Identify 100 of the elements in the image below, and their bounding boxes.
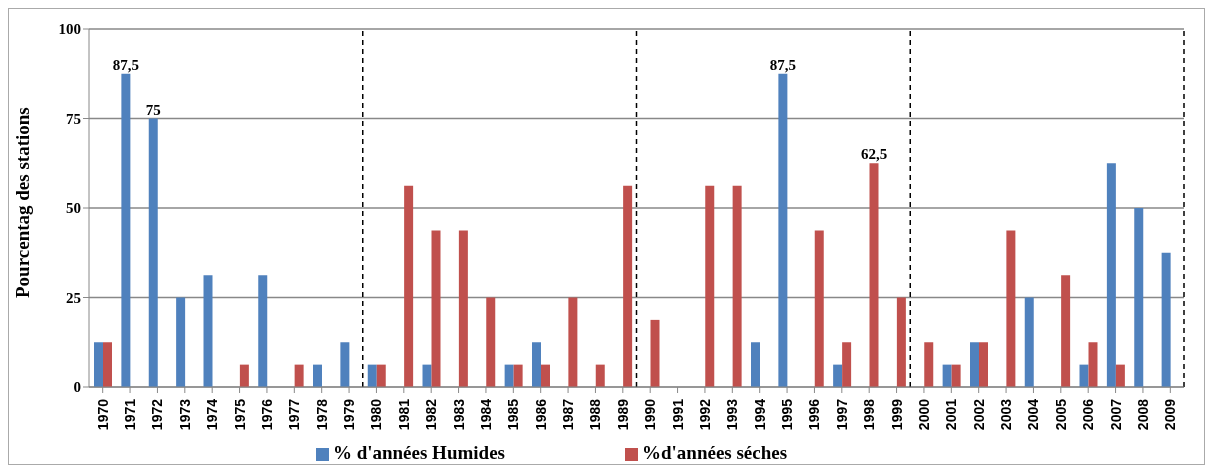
data-label: 87,5 bbox=[769, 56, 796, 73]
y-tick-label: 50 bbox=[66, 200, 81, 217]
x-tick-label: 1991 bbox=[669, 398, 686, 431]
x-tick-label: 1989 bbox=[614, 398, 631, 431]
bar bbox=[623, 185, 633, 387]
x-tick-label: 1983 bbox=[450, 398, 467, 431]
x-tick-label: 1975 bbox=[231, 398, 248, 431]
x-tick-label: 2002 bbox=[970, 398, 987, 431]
legend-label: % d'années Humides bbox=[332, 442, 505, 463]
bar bbox=[176, 297, 186, 387]
bar bbox=[458, 230, 468, 387]
x-tick-label: 2008 bbox=[1134, 398, 1151, 431]
bar bbox=[1115, 364, 1125, 387]
x-tick-label: 1990 bbox=[642, 398, 659, 431]
bar bbox=[1161, 252, 1171, 387]
bar bbox=[705, 185, 715, 387]
x-tick-label: 2007 bbox=[1107, 398, 1124, 431]
bar bbox=[751, 342, 760, 387]
bar bbox=[1088, 342, 1098, 387]
bar bbox=[294, 364, 304, 387]
bar bbox=[1106, 163, 1116, 387]
bar bbox=[203, 275, 213, 387]
bar bbox=[486, 297, 496, 387]
bar bbox=[979, 342, 988, 387]
x-tick-label: 1994 bbox=[751, 398, 768, 431]
bar bbox=[814, 230, 824, 387]
x-tick-label: 1970 bbox=[94, 398, 111, 431]
bar bbox=[778, 73, 788, 387]
y-tick-label: 0 bbox=[73, 379, 81, 396]
bar bbox=[367, 364, 377, 387]
x-tick-label: 1988 bbox=[587, 398, 604, 431]
data-label: 75 bbox=[145, 101, 161, 118]
bar bbox=[595, 364, 605, 387]
x-tick-label: 1978 bbox=[313, 398, 330, 431]
x-tick-label: 1993 bbox=[724, 398, 741, 431]
x-tick-label: 2003 bbox=[998, 398, 1015, 431]
bar bbox=[1024, 297, 1034, 387]
bar bbox=[1079, 364, 1089, 387]
x-tick-label: 1985 bbox=[505, 398, 522, 431]
x-tick-label: 1984 bbox=[477, 398, 494, 431]
bar bbox=[422, 364, 432, 387]
x-tick-label: 1986 bbox=[532, 398, 549, 431]
x-tick-label: 1971 bbox=[122, 398, 139, 431]
x-tick-label: 1987 bbox=[560, 398, 577, 431]
bar bbox=[833, 364, 843, 387]
x-tick-label: 1974 bbox=[204, 398, 221, 431]
x-tick-label: 1992 bbox=[696, 398, 713, 431]
x-tick-label: 2009 bbox=[1162, 398, 1179, 431]
bar bbox=[970, 342, 979, 387]
x-tick-label: 1997 bbox=[833, 398, 850, 431]
bar bbox=[94, 342, 103, 387]
x-tick-label: 1973 bbox=[176, 398, 193, 431]
x-tick-label: 1979 bbox=[341, 398, 358, 431]
legend-label: %d'années séches bbox=[641, 442, 788, 463]
bar bbox=[896, 297, 906, 387]
bar bbox=[842, 342, 852, 387]
bar bbox=[431, 230, 441, 387]
x-tick-label: 1995 bbox=[779, 398, 796, 431]
y-tick-label: 25 bbox=[66, 289, 81, 306]
x-tick-label: 2006 bbox=[1080, 398, 1097, 431]
x-tick-label: 1981 bbox=[395, 398, 412, 431]
bar bbox=[650, 319, 660, 387]
x-tick-label: 2005 bbox=[1052, 398, 1069, 431]
x-tick-label: 1999 bbox=[888, 398, 905, 431]
bar bbox=[513, 364, 523, 387]
bar bbox=[148, 118, 158, 387]
bar bbox=[340, 342, 350, 387]
x-tick-label: 2001 bbox=[943, 398, 960, 431]
bar bbox=[532, 342, 541, 387]
y-tick-label: 100 bbox=[58, 21, 81, 38]
bar bbox=[404, 185, 414, 387]
bar bbox=[541, 364, 550, 387]
bar bbox=[313, 364, 322, 387]
bar bbox=[103, 342, 112, 387]
x-tick-label: 1972 bbox=[149, 398, 166, 431]
bar bbox=[121, 73, 131, 387]
data-label: 87,5 bbox=[112, 56, 139, 73]
x-tick-label: 1982 bbox=[423, 398, 440, 431]
bar bbox=[1061, 275, 1071, 387]
x-tick-label: 1998 bbox=[861, 398, 878, 431]
bar bbox=[869, 163, 879, 387]
y-tick-label: 75 bbox=[66, 110, 81, 127]
bar bbox=[924, 342, 934, 387]
bar bbox=[951, 364, 961, 387]
x-tick-label: 1996 bbox=[806, 398, 823, 431]
bar bbox=[1134, 208, 1144, 387]
x-tick-label: 2000 bbox=[915, 398, 932, 431]
x-tick-label: 1980 bbox=[368, 398, 385, 431]
bar bbox=[942, 364, 952, 387]
y-axis-title: Pourcentag des stations bbox=[11, 107, 33, 298]
x-tick-label: 1976 bbox=[258, 398, 275, 431]
bar bbox=[504, 364, 514, 387]
bar bbox=[568, 297, 578, 387]
bar bbox=[376, 364, 386, 387]
bar bbox=[1006, 230, 1016, 387]
bar bbox=[732, 185, 742, 387]
x-tick-label: 1977 bbox=[286, 398, 303, 431]
bar bbox=[258, 275, 268, 387]
x-tick-label: 2004 bbox=[1025, 398, 1042, 431]
bar bbox=[239, 364, 249, 387]
